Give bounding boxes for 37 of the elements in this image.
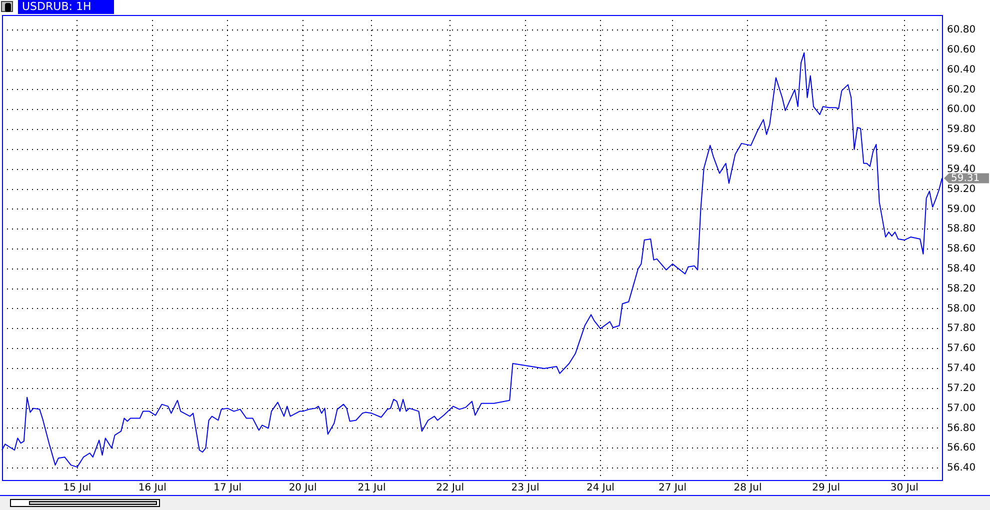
x-tick-label: 29 Jul [812, 482, 840, 494]
chart-title: USDRUB: 1H [18, 0, 114, 14]
x-tick-label: 24 Jul [586, 482, 614, 494]
x-tick-label: 20 Jul [288, 482, 317, 494]
y-tick-label: 58.40 [947, 264, 976, 274]
x-tick-label: 22 Jul [436, 482, 464, 494]
y-tick-label: 60.80 [947, 24, 976, 36]
y-tick-label: 59.60 [947, 144, 976, 156]
y-tick-label: 57.40 [947, 363, 976, 374]
y-tick-label: 60.00 [947, 104, 976, 116]
y-tick-label: 60.40 [947, 64, 976, 76]
y-tick-label: 56.80 [947, 422, 976, 434]
x-tick-label: 27 Jul [658, 482, 687, 494]
y-tick-label: 58.20 [947, 283, 976, 294]
y-tick-label: 58.80 [947, 224, 976, 235]
x-tick-label: 21 Jul [358, 482, 386, 494]
x-tick-label: 17 Jul [214, 482, 242, 494]
y-tick-label: 60.60 [947, 44, 976, 56]
y-tick-label: 59.00 [947, 204, 976, 215]
y-tick-label: 56.60 [947, 442, 976, 454]
y-tick-label: 56.40 [947, 462, 976, 474]
y-tick-label: 59.20 [947, 184, 976, 195]
y-tick-label: 58.60 [947, 244, 976, 255]
x-tick-label: 23 Jul [511, 482, 540, 494]
x-tick-label: 30 Jul [890, 482, 918, 494]
x-tick-label: 16 Jul [138, 482, 166, 494]
y-tick-label: 57.60 [947, 343, 976, 354]
text: 59.31 [951, 172, 980, 184]
y-tick-label: 58.00 [947, 303, 976, 314]
y-tick-label: 57.80 [947, 323, 976, 334]
y-tick-label: 57.00 [947, 402, 976, 414]
y-tick-label: 59.40 [947, 164, 976, 175]
x-tick-label: 15 Jul [63, 482, 92, 494]
y-tick-label: 60.20 [947, 84, 976, 96]
y-tick-label: 57.20 [947, 382, 976, 394]
y-tick-label: 59.80 [947, 124, 976, 136]
x-tick-label: 28 Jul [734, 482, 762, 494]
